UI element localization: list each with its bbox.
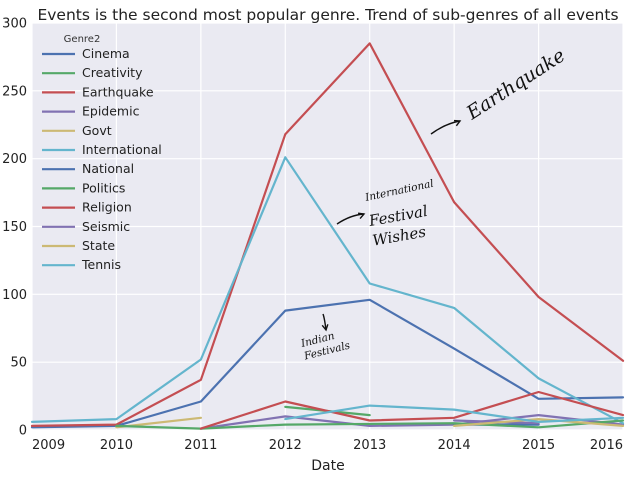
annotation-indian-arrow — [321, 313, 329, 332]
y-tick-label: 100 — [2, 288, 27, 303]
x-tick-label: 2012 — [269, 438, 302, 453]
series-line-religion — [199, 390, 625, 430]
series-line-state — [453, 418, 625, 427]
y-tick-label: 250 — [2, 84, 27, 99]
x-tick-label: 2014 — [438, 438, 471, 453]
series-line-cinema — [30, 298, 625, 429]
legend-label: Seismic — [82, 219, 130, 234]
legend-label: Govt — [82, 123, 112, 138]
annotation-arrow-head — [357, 212, 366, 219]
y-tick-label: 0 — [19, 424, 27, 439]
y-tick-label: 200 — [2, 152, 27, 167]
series-line-politics — [115, 419, 625, 430]
annotation-international-arrow — [336, 212, 366, 225]
x-tick-label: 2010 — [100, 438, 133, 453]
legend-label: International — [82, 142, 162, 157]
y-tick-label: 150 — [2, 220, 27, 235]
legend-label: National — [82, 161, 134, 176]
y-tick-label: 300 — [2, 17, 27, 32]
legend-label: Creativity — [82, 65, 143, 80]
series-line-epidemic — [199, 414, 625, 430]
legend-label: Epidemic — [82, 104, 140, 119]
annotation-arrow-head — [321, 324, 329, 332]
y-tick-label: 50 — [10, 356, 27, 371]
annotation-arrow-head — [453, 119, 462, 127]
legend-label: Cinema — [82, 46, 130, 61]
legend-label: Politics — [82, 180, 125, 195]
legend-label: State — [82, 238, 115, 253]
series-line-earthquake — [30, 42, 625, 427]
legend-label: Religion — [82, 200, 132, 215]
x-axis-title: Date — [311, 458, 344, 474]
annotation-earthquake-arrow — [430, 119, 462, 135]
series-line-international — [30, 156, 625, 425]
chart-title: Events is the second most popular genre.… — [37, 6, 618, 24]
x-tick-label: 2015 — [522, 438, 555, 453]
x-tick-label: 2013 — [353, 438, 386, 453]
x-tick-label: 2009 — [32, 438, 65, 453]
x-tick-label: 2016 — [590, 438, 623, 453]
legend-title: Genre2 — [64, 34, 101, 45]
series-line-tennis — [284, 404, 625, 423]
annotation-arrow-shaft — [322, 313, 327, 331]
x-tick-label: 2011 — [184, 438, 217, 453]
legend-label: Earthquake — [82, 84, 154, 99]
legend-label: Tennis — [81, 257, 121, 272]
